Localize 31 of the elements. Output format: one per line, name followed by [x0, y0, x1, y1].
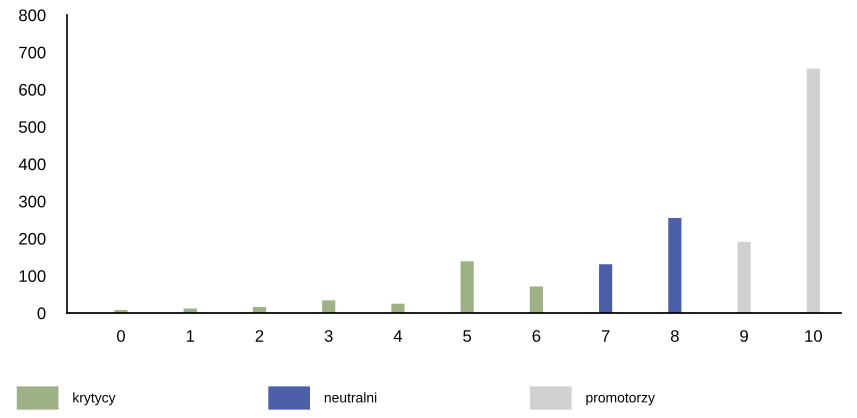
bar	[668, 218, 682, 313]
y-tick-label: 300	[18, 196, 46, 208]
x-tick-label: 0	[117, 330, 125, 342]
x-tick-label: 7	[602, 330, 610, 342]
y-tick-label: 800	[19, 9, 46, 22]
bar	[599, 264, 612, 313]
legend-label: neutralni	[324, 392, 376, 403]
y-tick-label: 0	[38, 307, 46, 320]
y-tick-label: 200	[19, 232, 46, 245]
bar	[738, 242, 751, 313]
x-tick-label: 3	[324, 330, 333, 342]
y-tick-label: 600	[19, 84, 46, 96]
bar	[530, 286, 543, 313]
x-tick-label: 1	[186, 330, 194, 342]
bar	[460, 261, 474, 313]
y-tick-label: 400	[18, 158, 46, 170]
x-tick-label: 8	[670, 330, 679, 342]
legend-label: promotorzy	[586, 393, 655, 406]
bar	[806, 68, 820, 313]
x-tick-label: 2	[256, 330, 264, 342]
y-tick-label: 700	[19, 46, 46, 58]
x-tick-label: 4	[394, 330, 402, 342]
bar	[322, 300, 336, 313]
x-tick-label: 10	[805, 330, 822, 342]
legend-label: krytycy	[73, 392, 116, 406]
bar	[391, 304, 404, 313]
x-tick-label: 9	[740, 330, 748, 342]
y-tick-label: 100	[20, 270, 46, 282]
x-tick-label: 6	[532, 330, 540, 342]
x-tick-label: 5	[463, 330, 472, 342]
y-tick-label: 500	[19, 121, 46, 133]
